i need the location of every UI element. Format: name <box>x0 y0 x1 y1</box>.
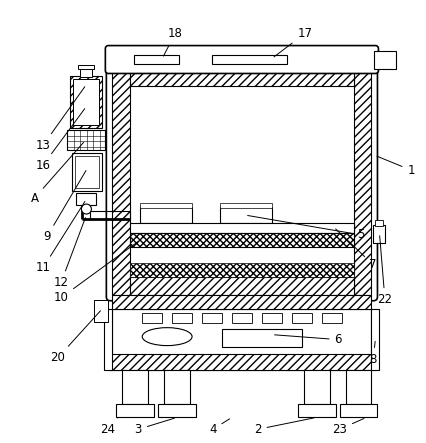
Bar <box>371 309 380 369</box>
Text: 20: 20 <box>51 311 101 364</box>
Text: 13: 13 <box>36 87 85 152</box>
Text: 4: 4 <box>209 419 230 436</box>
Text: 17: 17 <box>274 27 312 57</box>
Bar <box>220 203 272 208</box>
Text: 16: 16 <box>35 109 85 172</box>
Text: 1: 1 <box>377 156 415 177</box>
Bar <box>81 67 92 78</box>
Bar <box>134 54 179 63</box>
Bar <box>104 309 112 369</box>
Bar <box>130 233 354 247</box>
Bar <box>345 369 371 404</box>
Bar <box>232 313 252 323</box>
Bar <box>108 354 375 369</box>
Bar <box>70 77 102 128</box>
Bar <box>67 130 105 150</box>
Bar <box>78 65 95 69</box>
Bar <box>130 223 354 233</box>
Text: 12: 12 <box>54 218 86 289</box>
Bar <box>292 313 312 323</box>
Bar <box>262 313 282 323</box>
Text: 3: 3 <box>135 418 175 436</box>
Bar <box>140 207 192 223</box>
Circle shape <box>81 204 92 214</box>
Bar <box>116 404 154 417</box>
Bar <box>298 404 336 417</box>
Text: 7: 7 <box>336 229 377 272</box>
Bar <box>374 225 386 243</box>
Bar <box>375 220 383 226</box>
Ellipse shape <box>142 328 192 346</box>
Bar <box>130 86 354 277</box>
Bar <box>75 156 99 188</box>
FancyBboxPatch shape <box>105 46 378 74</box>
Bar <box>172 313 192 323</box>
Bar <box>212 54 287 63</box>
Text: 8: 8 <box>369 342 377 366</box>
Bar <box>220 207 272 223</box>
Bar <box>130 69 354 86</box>
Bar <box>164 369 190 404</box>
Text: 18: 18 <box>164 27 183 56</box>
Bar <box>130 263 354 277</box>
Bar <box>304 369 330 404</box>
Text: 2: 2 <box>254 418 314 436</box>
Text: 24: 24 <box>100 417 118 436</box>
Bar <box>142 313 162 323</box>
Text: 9: 9 <box>43 171 86 244</box>
Bar <box>112 295 371 309</box>
Bar <box>158 404 196 417</box>
Bar <box>140 203 192 208</box>
Bar <box>322 313 342 323</box>
Bar <box>112 69 130 295</box>
Text: 23: 23 <box>332 419 364 436</box>
Bar <box>122 369 148 404</box>
Bar <box>202 313 222 323</box>
FancyBboxPatch shape <box>106 62 377 301</box>
Text: 11: 11 <box>35 202 85 274</box>
Bar <box>222 329 302 346</box>
Bar <box>73 79 99 125</box>
Text: 22: 22 <box>377 236 392 306</box>
Text: 6: 6 <box>275 333 342 346</box>
Bar <box>374 51 397 69</box>
Bar <box>112 309 371 369</box>
Bar <box>95 300 108 322</box>
Bar <box>340 404 377 417</box>
Text: A: A <box>31 142 83 205</box>
Bar <box>72 153 102 191</box>
Text: 10: 10 <box>54 241 138 304</box>
Text: 5: 5 <box>248 215 365 241</box>
Bar <box>130 277 354 295</box>
Bar <box>354 69 371 295</box>
Bar <box>76 193 96 205</box>
